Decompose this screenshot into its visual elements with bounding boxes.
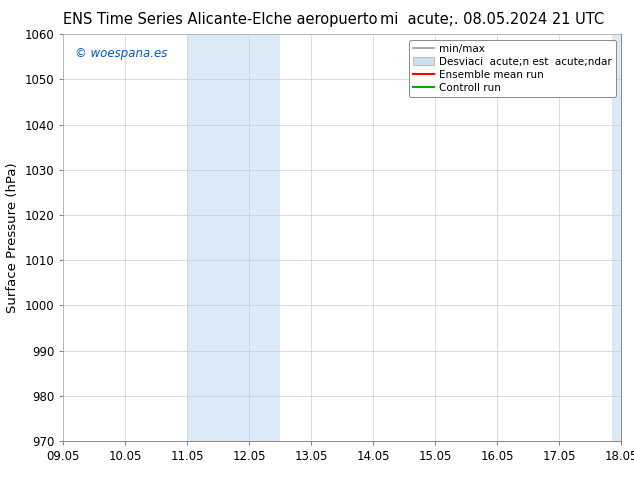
Text: mi  acute;. 08.05.2024 21 UTC: mi acute;. 08.05.2024 21 UTC xyxy=(380,12,605,27)
Y-axis label: Surface Pressure (hPa): Surface Pressure (hPa) xyxy=(6,162,19,313)
Bar xyxy=(612,34,634,441)
Text: © woespana.es: © woespana.es xyxy=(75,47,167,59)
Legend: min/max, Desviaci  acute;n est  acute;ndar, Ensemble mean run, Controll run: min/max, Desviaci acute;n est acute;ndar… xyxy=(409,40,616,97)
Text: ENS Time Series Alicante-Elche aeropuerto: ENS Time Series Alicante-Elche aeropuert… xyxy=(63,12,378,27)
Bar xyxy=(188,34,280,441)
